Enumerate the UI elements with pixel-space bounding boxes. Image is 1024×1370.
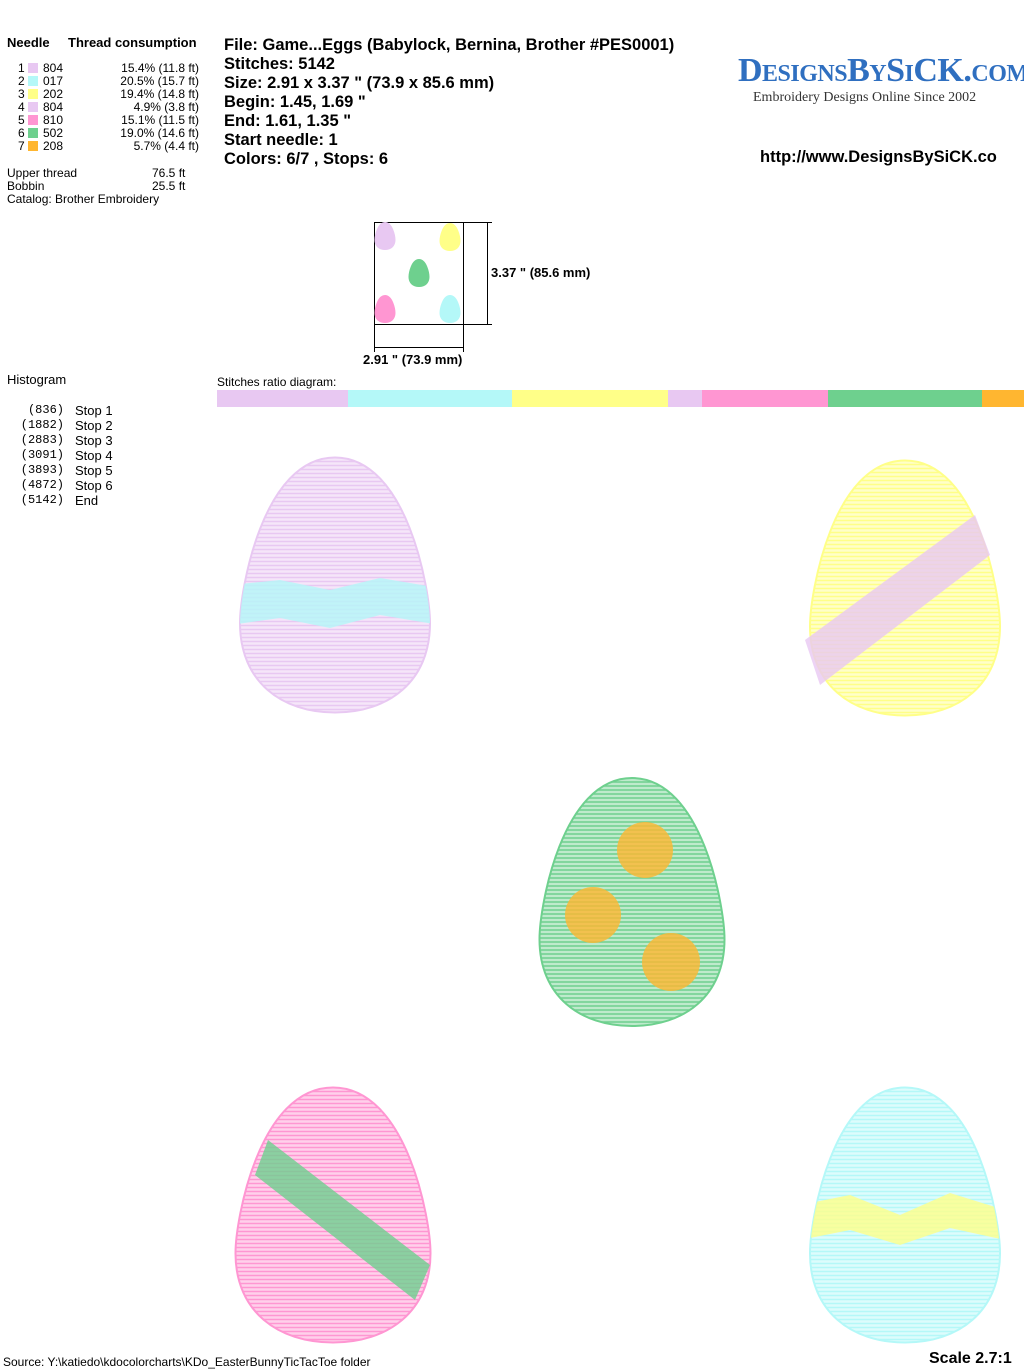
thread-consumption: 5.7% (4.4 ft)	[133, 139, 199, 153]
info-line: End: 1.61, 1.35 "	[224, 112, 352, 130]
info-line: Begin: 1.45, 1.69 "	[224, 93, 366, 111]
stop-label: Stop 5	[75, 463, 113, 478]
info-line: Size: 2.91 x 3.37 " (73.9 x 85.6 mm)	[224, 74, 495, 92]
design-info: File: Game...Eggs (Babylock, Bernina, Br…	[224, 36, 674, 169]
stop-label: Stop 3	[75, 433, 113, 448]
website-url: http://www.DesignsBySiCK.co	[760, 148, 997, 166]
color-swatch	[28, 76, 38, 86]
needle-number: 3	[18, 87, 25, 101]
catalog: Catalog: Brother Embroidery	[7, 192, 160, 206]
logo-tagline: Embroidery Designs Online Since 2002	[753, 90, 977, 105]
thread-code: 202	[43, 87, 64, 101]
info-line: File: Game...Eggs (Babylock, Bernina, Br…	[224, 36, 675, 54]
stop-count: (836)	[27, 403, 64, 417]
thread-code: 208	[43, 139, 64, 153]
needle-number: 5	[18, 113, 25, 127]
ratio-segment	[982, 390, 1024, 407]
ratio-label: Stitches ratio diagram:	[217, 375, 337, 389]
total-value: 25.5 ft	[152, 179, 186, 193]
thread-code: 017	[43, 74, 64, 88]
thread-consumption: 19.4% (14.8 ft)	[120, 87, 199, 101]
stop-label: Stop 1	[75, 403, 113, 418]
logo-title: DesignsBySiCK.com	[738, 52, 1024, 89]
color-swatch	[28, 102, 38, 112]
thread-code: 810	[43, 113, 64, 127]
stop-label: Stop 2	[75, 418, 113, 433]
source-path: Source: Y:\katiedo\kdocolorcharts\KDo_Ea…	[3, 1355, 371, 1369]
header-needle: Needle	[7, 35, 50, 50]
color-swatch	[28, 141, 38, 151]
stop-count: (3091)	[20, 448, 64, 462]
needle-number: 4	[18, 100, 25, 114]
ratio-segment	[512, 390, 668, 407]
thread-consumption: 15.1% (11.5 ft)	[121, 113, 199, 127]
thread-code: 804	[43, 100, 64, 114]
ratio-segment	[702, 390, 828, 407]
ratio-segment	[668, 390, 702, 407]
stop-label: Stop 4	[75, 448, 113, 463]
thread-code: 804	[43, 61, 64, 75]
needle-number: 1	[18, 61, 25, 75]
info-line: Start needle: 1	[224, 131, 338, 149]
stop-count: (2883)	[20, 433, 64, 447]
ratio-segment	[348, 390, 512, 407]
mini-egg	[439, 222, 461, 252]
color-swatch	[28, 63, 38, 73]
mini-egg	[374, 294, 396, 324]
stop-count: (5142)	[20, 493, 64, 507]
thread-consumption: 19.0% (14.6 ft)	[120, 126, 199, 140]
stop-count: (3893)	[20, 463, 64, 477]
thread-consumption: 20.5% (15.7 ft)	[120, 74, 199, 88]
stop-label: End	[75, 493, 99, 508]
needle-number: 6	[18, 126, 25, 140]
dimension-lines	[374, 222, 492, 352]
header-consumption: Thread consumption	[68, 35, 197, 50]
total-value: 76.5 ft	[152, 166, 186, 180]
color-swatch	[28, 128, 38, 138]
info-line: Stitches: 5142	[224, 55, 335, 73]
mini-egg	[374, 221, 396, 251]
ratio-segment	[828, 390, 982, 407]
color-swatch	[28, 115, 38, 125]
total-label: Bobbin	[7, 179, 45, 193]
thread-code: 502	[43, 126, 64, 140]
info-line: Colors: 6/7 , Stops: 6	[224, 150, 389, 168]
preview-height: 3.37 " (85.6 mm)	[491, 265, 591, 280]
thread-consumption: 15.4% (11.8 ft)	[121, 61, 199, 75]
needle-number: 2	[18, 74, 25, 88]
mini-egg	[439, 294, 461, 324]
histogram-title: Histogram	[7, 372, 67, 387]
stop-count: (1882)	[20, 418, 64, 432]
total-label: Upper thread	[7, 166, 78, 180]
stop-count: (4872)	[20, 478, 64, 492]
scale: Scale 2.7:1	[929, 1350, 1012, 1367]
thread-consumption: 4.9% (3.8 ft)	[133, 100, 199, 114]
ratio-segment	[217, 390, 348, 407]
preview-width: 2.91 " (73.9 mm)	[363, 352, 463, 367]
needle-number: 7	[18, 139, 25, 153]
stop-label: Stop 6	[75, 478, 113, 493]
mini-egg	[408, 258, 430, 288]
color-swatch	[28, 89, 38, 99]
